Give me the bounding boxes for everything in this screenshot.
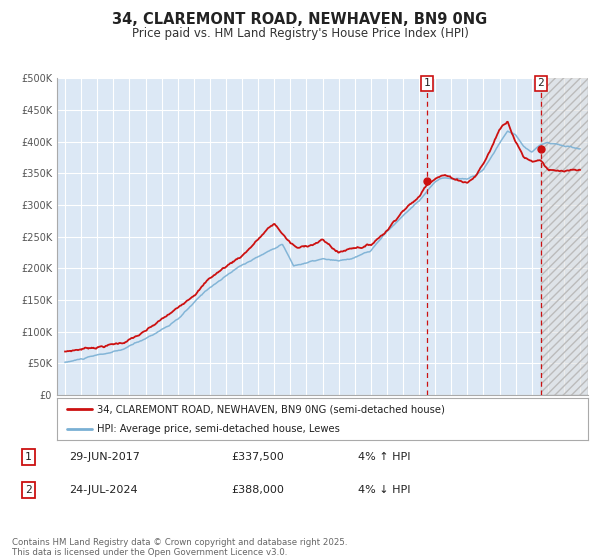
Text: 1: 1 [25,452,32,462]
Text: 34, CLAREMONT ROAD, NEWHAVEN, BN9 0NG: 34, CLAREMONT ROAD, NEWHAVEN, BN9 0NG [112,12,488,27]
Text: Price paid vs. HM Land Registry's House Price Index (HPI): Price paid vs. HM Land Registry's House … [131,27,469,40]
Text: £337,500: £337,500 [231,452,284,462]
Bar [541,78,588,395]
Text: 1: 1 [424,78,430,88]
Text: 2: 2 [538,78,544,88]
Text: 29-JUN-2017: 29-JUN-2017 [70,452,140,462]
Text: 2: 2 [25,485,32,495]
Text: 4% ↓ HPI: 4% ↓ HPI [358,485,410,495]
Text: 24-JUL-2024: 24-JUL-2024 [70,485,138,495]
Text: 4% ↑ HPI: 4% ↑ HPI [358,452,410,462]
Text: £388,000: £388,000 [231,485,284,495]
Bar [541,78,588,395]
Text: 34, CLAREMONT ROAD, NEWHAVEN, BN9 0NG (semi-detached house): 34, CLAREMONT ROAD, NEWHAVEN, BN9 0NG (s… [97,404,445,414]
Text: Contains HM Land Registry data © Crown copyright and database right 2025.
This d: Contains HM Land Registry data © Crown c… [12,538,347,557]
Text: HPI: Average price, semi-detached house, Lewes: HPI: Average price, semi-detached house,… [97,424,340,434]
